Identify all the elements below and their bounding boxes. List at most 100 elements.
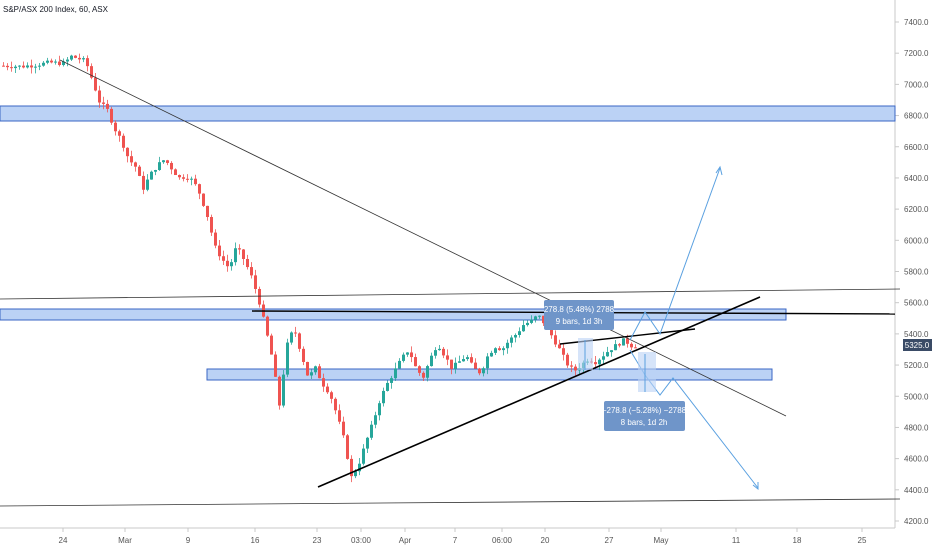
candle-down xyxy=(322,378,325,387)
x-tick-label: Mar xyxy=(118,536,132,545)
candle-up xyxy=(406,352,409,355)
descending-trendline[interactable] xyxy=(59,59,787,417)
y-tick-label: 6800.0 xyxy=(904,112,929,121)
measurement-up-label xyxy=(544,300,614,330)
candle-up xyxy=(438,348,441,351)
y-tick-label: 6200.0 xyxy=(904,205,929,214)
measurement-up-line1: 278.8 (5.48%) 2788 xyxy=(544,305,615,314)
candle-up xyxy=(482,368,485,374)
candle-down xyxy=(278,376,281,406)
y-tick-label: 7200.0 xyxy=(904,49,929,58)
candle-up xyxy=(370,424,373,438)
candle-down xyxy=(242,249,245,259)
measurement-down-label xyxy=(604,401,685,431)
symbol-title[interactable]: S&P/ASX 200 Index, 60, ASX xyxy=(3,5,109,14)
zones-layer xyxy=(0,105,896,381)
candle-up xyxy=(158,162,161,171)
candle-down xyxy=(50,60,53,63)
x-axis[interactable]: 24 Mar 9 16 23 03:00 Apr 7 06:00 20 27 May 11 18 25 xyxy=(59,528,867,545)
candle-down xyxy=(250,267,253,276)
candle-down xyxy=(226,260,229,267)
candle-down xyxy=(22,65,25,68)
candle-down xyxy=(138,166,141,176)
candle-down xyxy=(86,58,89,67)
candle-down xyxy=(166,160,169,163)
upper-channel-line[interactable] xyxy=(0,288,901,300)
candle-up xyxy=(290,332,293,343)
candle-down xyxy=(470,357,473,363)
y-tick-label: 5400.0 xyxy=(904,330,929,339)
candle-up xyxy=(42,62,45,66)
candle-down xyxy=(566,354,569,366)
y-tick-label: 4200.0 xyxy=(904,517,929,526)
lower-channel-line[interactable] xyxy=(0,498,901,507)
candle-up xyxy=(82,58,85,60)
candle-down xyxy=(58,61,61,66)
measurement-up[interactable]: 278.8 (5.48%) 2788 9 bars, 1d 3h xyxy=(544,300,615,370)
x-tick-label: 7 xyxy=(453,536,458,545)
candle-down xyxy=(186,178,189,180)
candle-up xyxy=(602,356,605,360)
candle-down xyxy=(498,348,501,351)
candle-up xyxy=(26,65,29,68)
x-tick-label: 23 xyxy=(313,536,322,545)
bullish-projection-path[interactable] xyxy=(629,167,721,341)
candle-up xyxy=(62,61,65,66)
candle-down xyxy=(6,65,9,68)
support-zone[interactable] xyxy=(206,368,773,381)
candle-up xyxy=(506,342,509,349)
rising-support-trendline[interactable] xyxy=(317,296,761,488)
candle-up xyxy=(38,65,41,67)
candle-down xyxy=(626,338,629,344)
candle-up xyxy=(150,171,153,180)
candle-up xyxy=(230,262,233,267)
candle-down xyxy=(30,65,33,68)
candle-down xyxy=(350,458,353,477)
resistance-zone-high[interactable] xyxy=(0,105,896,122)
candle-up xyxy=(530,319,533,323)
candle-down xyxy=(554,335,557,345)
candle-up xyxy=(146,179,149,190)
candle-down xyxy=(550,327,553,336)
candle-up xyxy=(282,374,285,406)
candle-up xyxy=(518,331,521,335)
candle-down xyxy=(254,275,257,289)
candle-down xyxy=(94,77,97,91)
measurement-down[interactable]: −278.8 (−5.28%) −2788 8 bars, 1d 2h xyxy=(602,352,687,431)
candle-down xyxy=(298,333,301,349)
x-tick-label: 9 xyxy=(186,536,191,545)
candle-up xyxy=(606,352,609,357)
candle-down xyxy=(618,344,621,346)
measurement-down-line2: 8 bars, 1d 2h xyxy=(621,418,668,427)
candle-up xyxy=(394,368,397,379)
candle-up xyxy=(18,65,21,67)
candle-down xyxy=(110,108,113,123)
candle-up xyxy=(526,322,529,326)
y-tick-label: 5200.0 xyxy=(904,361,929,370)
candle-down xyxy=(446,355,449,360)
candle-down xyxy=(326,386,329,393)
candle-down xyxy=(478,368,481,374)
candle-up xyxy=(434,350,437,356)
last-price-marker: 5325.0 xyxy=(903,339,932,351)
candle-down xyxy=(414,357,417,367)
candle-down xyxy=(558,344,561,349)
candle-down xyxy=(126,147,129,157)
candle-up xyxy=(614,344,617,351)
candle-up xyxy=(310,372,313,376)
y-tick-label: 4400.0 xyxy=(904,486,929,495)
candle-down xyxy=(198,184,201,194)
candle-down xyxy=(214,232,217,246)
measurement-down-line1: −278.8 (−5.28%) −2788 xyxy=(602,406,687,415)
candle-up xyxy=(378,403,381,416)
candle-up xyxy=(462,359,465,362)
candle-up xyxy=(234,248,237,263)
candle-up xyxy=(34,66,37,68)
resistance-zone-mid[interactable] xyxy=(0,308,787,321)
candle-down xyxy=(102,102,105,104)
y-axis[interactable]: 7400.0 7200.0 7000.0 6800.0 6600.0 6400.0 6200… xyxy=(895,18,929,526)
y-tick-label: 6600.0 xyxy=(904,143,929,152)
